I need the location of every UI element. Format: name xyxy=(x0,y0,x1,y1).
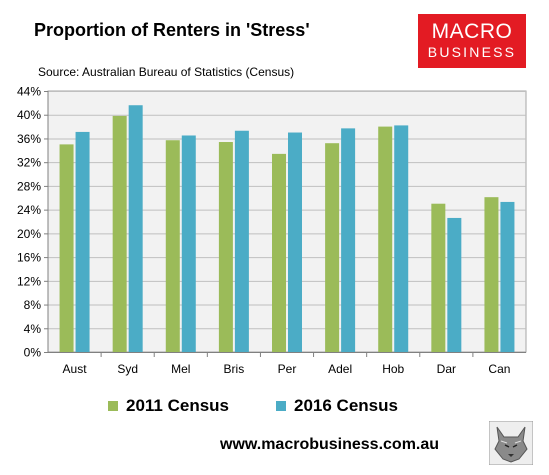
legend-item-2016: 2016 Census xyxy=(276,396,398,416)
footer-url[interactable]: www.macrobusiness.com.au xyxy=(220,436,440,453)
x-tick-label: Per xyxy=(278,362,297,376)
bar-2011-mel xyxy=(165,140,180,352)
y-tick-label: 0% xyxy=(24,346,42,360)
y-tick-label: 4% xyxy=(24,322,42,336)
x-tick-label: Hob xyxy=(382,362,404,376)
y-tick-label: 36% xyxy=(17,132,41,146)
y-tick-label: 32% xyxy=(17,156,41,170)
bar-2011-adel xyxy=(325,143,340,352)
bar-2011-per xyxy=(272,153,286,352)
chart-subtitle: Source: Australian Bureau of Statistics … xyxy=(38,65,295,79)
plot-area xyxy=(47,90,527,353)
y-tick-label: 28% xyxy=(17,179,41,193)
x-tick-label: Dar xyxy=(437,362,456,376)
bar-2016-bris xyxy=(234,130,249,352)
y-tick-label: 20% xyxy=(17,227,41,241)
bar-2011-can xyxy=(484,197,499,352)
bar-2016-hob xyxy=(394,125,409,353)
legend-swatch-2016 xyxy=(276,401,286,411)
bar-2016-syd xyxy=(128,105,143,353)
bar-2011-aust xyxy=(59,144,74,352)
bar-2011-bris xyxy=(218,142,233,352)
bar-2011-hob xyxy=(378,126,393,352)
macrobusiness-logo: MACRO BUSINESS xyxy=(418,14,526,68)
bar-2016-per xyxy=(288,132,302,352)
bar-2011-syd xyxy=(112,115,127,352)
y-tick-label: 8% xyxy=(24,298,42,312)
x-tick-label: Syd xyxy=(117,362,138,376)
legend-label-2011: 2011 Census xyxy=(126,396,230,415)
wolf-logo-icon xyxy=(489,421,533,465)
chart-title: Proportion of Renters in 'Stress' xyxy=(34,20,310,40)
y-tick-label: 44% xyxy=(17,85,41,99)
bar-chart: 0% 4% 8% 12% 16% 20% 24% 28% 32% 36% 40% 44% Aust Syd… xyxy=(17,85,527,376)
y-tick-label: 16% xyxy=(17,251,41,265)
x-tick-label: Adel xyxy=(328,362,352,376)
legend-item-2011: 2011 Census xyxy=(108,396,229,416)
legend-label-2016: 2016 Census xyxy=(294,396,398,415)
bar-2016-can xyxy=(500,201,515,352)
bar-2011-dar xyxy=(431,203,446,352)
bar-2016-aust xyxy=(75,131,90,352)
bar-2016-mel xyxy=(181,135,196,352)
bar-2016-dar xyxy=(447,217,462,352)
x-tick-label: Can xyxy=(488,362,510,376)
x-tick-label: Aust xyxy=(63,362,88,376)
y-tick-label: 24% xyxy=(17,203,41,217)
x-tick-label: Bris xyxy=(224,362,245,376)
logo-line-1: MACRO xyxy=(431,20,513,43)
bar-2016-adel xyxy=(341,128,356,352)
y-tick-label: 12% xyxy=(17,274,41,288)
logo-line-2: BUSINESS xyxy=(427,44,517,60)
y-tick-label: 40% xyxy=(17,108,41,122)
x-tick-label: Mel xyxy=(171,362,190,376)
legend-swatch-2011 xyxy=(108,401,118,411)
